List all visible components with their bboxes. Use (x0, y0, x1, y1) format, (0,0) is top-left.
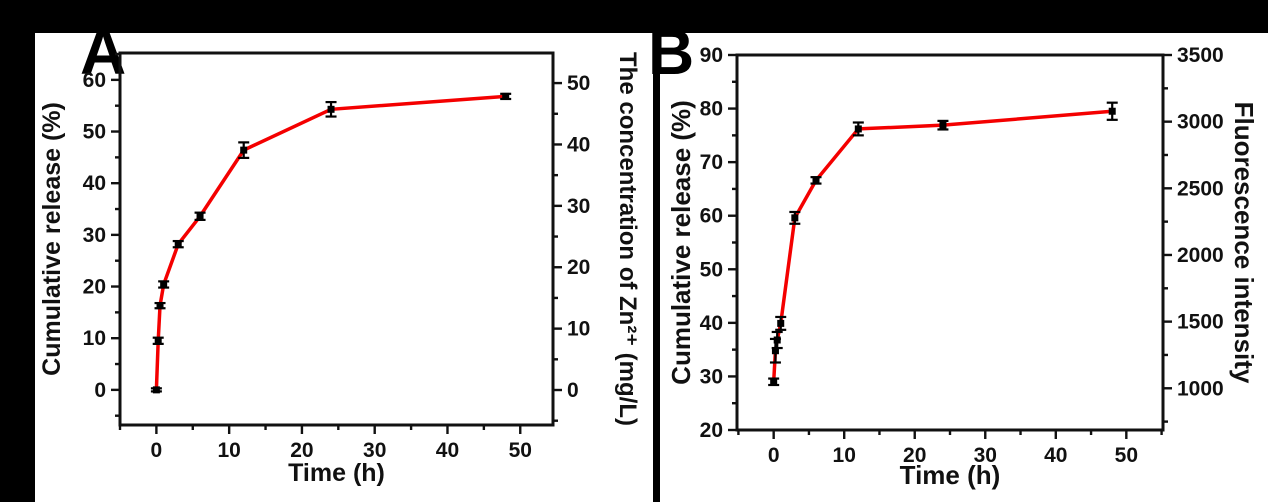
svg-text:60: 60 (83, 69, 106, 92)
svg-text:0: 0 (567, 379, 579, 402)
data-markers (770, 107, 1116, 386)
data-point-marker (791, 214, 799, 222)
svg-text:70: 70 (700, 151, 723, 174)
right-y-axis-label: The concentration of Zn²⁺ (mg/L) (614, 52, 641, 426)
top-black-bar (0, 0, 1268, 33)
error-bars (150, 92, 512, 393)
data-point-marker (771, 347, 779, 355)
svg-text:60: 60 (700, 205, 723, 228)
svg-text:50: 50 (83, 121, 106, 144)
svg-text:40: 40 (700, 312, 723, 335)
left-y-axis-label: Cumulative release (%) (38, 102, 66, 376)
svg-text:20: 20 (290, 439, 313, 462)
svg-text:2000: 2000 (1177, 244, 1224, 267)
x-axis-label: Time (h) (900, 460, 1001, 490)
data-point-marker (777, 319, 785, 327)
series-line (154, 94, 508, 392)
svg-text:80: 80 (700, 98, 723, 121)
data-point-marker (156, 302, 164, 310)
svg-text:10: 10 (833, 444, 856, 467)
data-point-marker (939, 121, 947, 129)
svg-text:40: 40 (1044, 444, 1067, 467)
data-point-marker (502, 92, 510, 100)
data-markers (152, 92, 510, 394)
svg-text:50: 50 (509, 439, 532, 462)
svg-text:30: 30 (83, 224, 106, 247)
svg-text:50: 50 (700, 258, 723, 281)
series-line (771, 109, 1114, 384)
svg-text:0: 0 (768, 444, 780, 467)
svg-text:40: 40 (567, 133, 590, 156)
data-point-marker (174, 240, 182, 248)
data-point-marker (812, 176, 820, 184)
data-point-marker (160, 280, 168, 288)
left-y-axis: 0 10 20 30 40 50 60 Cumulative release (%) (38, 52, 120, 417)
svg-text:3000: 3000 (1177, 111, 1224, 134)
left-y-axis: 20 30 40 50 60 70 80 90 Cumulative release (%) (666, 44, 737, 442)
right-y-axis-label: Fluorescence intensity (1229, 102, 1259, 384)
data-point-marker (1108, 107, 1116, 115)
data-point-marker (196, 212, 204, 220)
svg-text:10: 10 (83, 327, 106, 350)
svg-text:0: 0 (151, 439, 163, 462)
panel-a-chart: 0 10 20 30 40 50 Time (h) 0 10 20 30 40 50 60 Cumulati… (38, 51, 641, 487)
svg-text:50: 50 (567, 72, 590, 95)
svg-text:2500: 2500 (1177, 177, 1224, 200)
left-black-strip (0, 0, 35, 502)
svg-text:20: 20 (903, 444, 926, 467)
svg-text:40: 40 (83, 172, 106, 195)
data-point-marker (854, 125, 862, 133)
svg-text:10: 10 (567, 318, 590, 341)
svg-text:30: 30 (974, 444, 997, 467)
panel-divider (653, 0, 660, 502)
x-axis-label: Time (h) (288, 459, 385, 487)
left-y-axis-label: Cumulative release (%) (666, 100, 696, 385)
svg-text:30: 30 (700, 365, 723, 388)
data-point-marker (152, 386, 160, 394)
svg-text:20: 20 (700, 419, 723, 442)
error-bars (768, 101, 1118, 387)
svg-text:3500: 3500 (1177, 44, 1224, 67)
data-point-marker (773, 336, 781, 344)
right-y-axis: 1000 1500 2000 2500 3000 3500 Fluorescence int… (1163, 44, 1259, 423)
svg-text:20: 20 (567, 256, 590, 279)
svg-text:90: 90 (700, 44, 723, 67)
x-axis: 0 10 20 30 40 50 Time (h) (737, 430, 1163, 490)
x-axis: 0 10 20 30 40 50 Time (h) (118, 425, 532, 487)
svg-text:1000: 1000 (1177, 377, 1224, 400)
data-point-marker (770, 378, 778, 386)
data-point-marker (154, 337, 162, 345)
svg-text:50: 50 (1115, 444, 1138, 467)
data-point-marker (327, 105, 335, 113)
svg-text:10: 10 (217, 439, 240, 462)
plot-frame (118, 51, 555, 427)
svg-text:0: 0 (94, 379, 106, 402)
svg-text:20: 20 (83, 276, 106, 299)
svg-text:1500: 1500 (1177, 311, 1224, 334)
right-y-axis: 0 10 20 30 40 50 The concentration of Zn²⁺ (mg… (553, 52, 641, 426)
data-point-marker (240, 146, 248, 154)
svg-text:40: 40 (436, 439, 459, 462)
svg-text:30: 30 (363, 439, 386, 462)
svg-text:30: 30 (567, 195, 590, 218)
